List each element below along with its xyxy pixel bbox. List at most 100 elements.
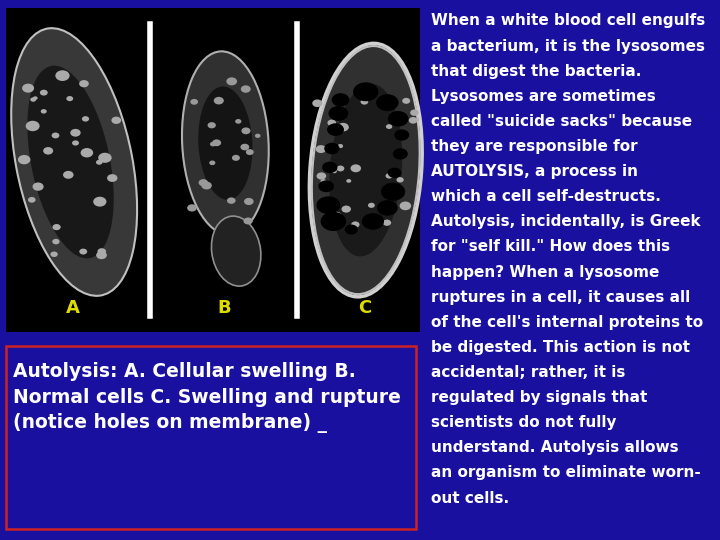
- Circle shape: [383, 220, 391, 226]
- Circle shape: [232, 155, 240, 161]
- Circle shape: [210, 160, 215, 165]
- Circle shape: [79, 248, 87, 254]
- Circle shape: [243, 218, 253, 225]
- Circle shape: [332, 93, 349, 106]
- Circle shape: [50, 252, 58, 257]
- Circle shape: [320, 179, 326, 184]
- Circle shape: [329, 212, 342, 221]
- Circle shape: [202, 181, 212, 190]
- Circle shape: [30, 97, 36, 102]
- Circle shape: [322, 161, 338, 173]
- Circle shape: [312, 99, 323, 107]
- Circle shape: [241, 127, 251, 134]
- Circle shape: [97, 248, 106, 255]
- Circle shape: [235, 119, 241, 124]
- Text: Autolysis, incidentally, is Greek: Autolysis, incidentally, is Greek: [431, 214, 700, 230]
- Circle shape: [353, 82, 379, 102]
- Circle shape: [240, 85, 251, 93]
- FancyBboxPatch shape: [6, 346, 416, 529]
- Circle shape: [187, 204, 197, 212]
- Text: scientists do not fully: scientists do not fully: [431, 415, 616, 430]
- Circle shape: [338, 144, 343, 148]
- Text: that digest the bacteria.: that digest the bacteria.: [431, 64, 641, 79]
- Circle shape: [71, 129, 81, 137]
- Text: understand. Autolysis allows: understand. Autolysis allows: [431, 441, 678, 455]
- Text: When a white blood cell engulfs: When a white blood cell engulfs: [431, 14, 705, 29]
- Circle shape: [361, 99, 368, 105]
- Circle shape: [79, 80, 89, 87]
- Ellipse shape: [329, 84, 402, 256]
- Circle shape: [255, 134, 261, 138]
- Circle shape: [214, 97, 224, 104]
- Circle shape: [368, 202, 375, 208]
- Circle shape: [327, 123, 344, 136]
- Circle shape: [240, 144, 249, 150]
- Circle shape: [22, 84, 34, 93]
- Circle shape: [96, 251, 107, 259]
- Circle shape: [381, 183, 405, 201]
- Circle shape: [386, 124, 392, 129]
- Circle shape: [332, 170, 337, 173]
- Circle shape: [244, 198, 253, 205]
- Circle shape: [212, 139, 221, 146]
- Text: be digested. This action is not: be digested. This action is not: [431, 340, 690, 355]
- Text: AUTOLYSIS, a process in: AUTOLYSIS, a process in: [431, 164, 638, 179]
- Text: for "self kill." How does this: for "self kill." How does this: [431, 240, 670, 254]
- Circle shape: [190, 99, 198, 105]
- Ellipse shape: [198, 86, 253, 200]
- Circle shape: [345, 225, 358, 234]
- Circle shape: [52, 132, 60, 138]
- Circle shape: [362, 213, 384, 230]
- Ellipse shape: [312, 46, 420, 294]
- Text: a bacterium, it is the lysosomes: a bacterium, it is the lysosomes: [431, 39, 705, 53]
- Circle shape: [40, 90, 48, 96]
- Circle shape: [338, 123, 349, 132]
- Text: they are responsible for: they are responsible for: [431, 139, 637, 154]
- Circle shape: [341, 206, 351, 213]
- Circle shape: [315, 145, 326, 153]
- Ellipse shape: [12, 28, 137, 296]
- Circle shape: [81, 148, 93, 158]
- Circle shape: [320, 212, 346, 231]
- FancyBboxPatch shape: [6, 8, 420, 332]
- Circle shape: [317, 172, 326, 180]
- Circle shape: [351, 221, 359, 228]
- Circle shape: [328, 106, 348, 121]
- Circle shape: [376, 94, 399, 111]
- Circle shape: [32, 183, 44, 191]
- Circle shape: [377, 200, 397, 215]
- Circle shape: [351, 164, 361, 172]
- Text: happen? When a lysosome: happen? When a lysosome: [431, 265, 659, 280]
- Circle shape: [18, 155, 30, 164]
- Circle shape: [387, 167, 402, 178]
- Text: an organism to eliminate worn-: an organism to eliminate worn-: [431, 465, 701, 481]
- Circle shape: [338, 112, 345, 116]
- Circle shape: [28, 197, 35, 202]
- Circle shape: [55, 70, 70, 81]
- Circle shape: [386, 173, 393, 179]
- Text: out cells.: out cells.: [431, 490, 509, 505]
- Circle shape: [26, 121, 40, 131]
- Circle shape: [346, 179, 351, 183]
- Text: Lysosomes are sometimes: Lysosomes are sometimes: [431, 89, 655, 104]
- Circle shape: [402, 98, 410, 104]
- Circle shape: [63, 171, 73, 179]
- Text: B: B: [217, 299, 230, 317]
- Circle shape: [393, 148, 408, 159]
- Circle shape: [226, 77, 237, 85]
- Circle shape: [33, 96, 37, 100]
- Text: C: C: [358, 299, 371, 317]
- Circle shape: [82, 116, 89, 122]
- Circle shape: [397, 177, 404, 183]
- Circle shape: [400, 201, 411, 210]
- Circle shape: [227, 198, 235, 204]
- Circle shape: [246, 149, 253, 155]
- Circle shape: [210, 141, 216, 146]
- Text: ruptures in a cell, it causes all: ruptures in a cell, it causes all: [431, 289, 690, 305]
- Circle shape: [328, 119, 336, 126]
- Circle shape: [388, 111, 408, 126]
- Circle shape: [112, 117, 121, 124]
- Ellipse shape: [182, 51, 269, 235]
- Text: Autolysis: A. Cellular swelling B.
Normal cells C. Swelling and rupture
(notice : Autolysis: A. Cellular swelling B. Norma…: [13, 362, 401, 433]
- Text: accidental; rather, it is: accidental; rather, it is: [431, 365, 625, 380]
